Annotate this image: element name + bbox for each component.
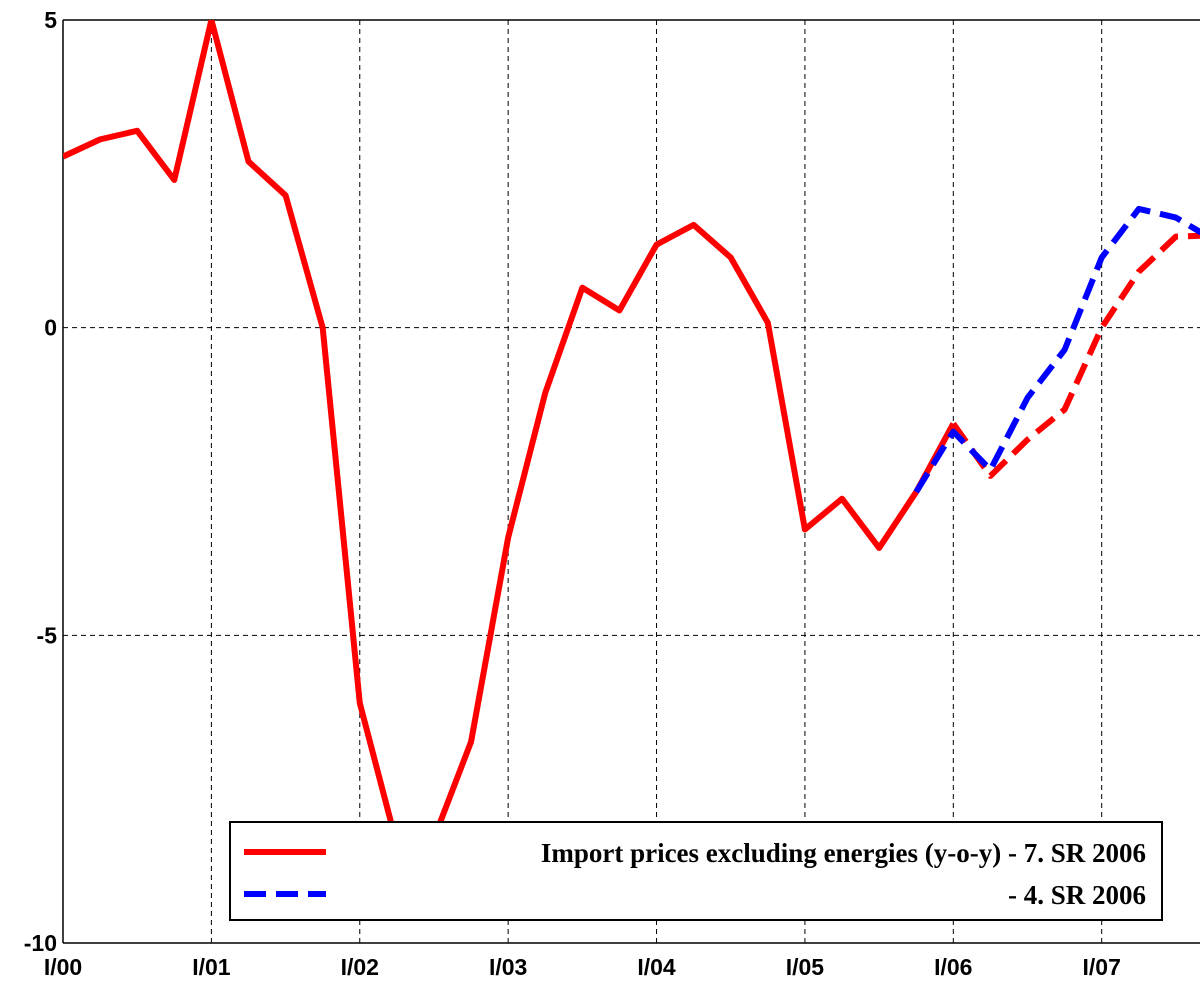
y-tick-label: -5 — [37, 622, 58, 648]
x-tick-label: I/05 — [786, 954, 825, 980]
x-tick-label: I/06 — [934, 954, 972, 980]
x-tick-label: I/07 — [1083, 954, 1121, 980]
x-tick-label: I/02 — [341, 954, 379, 980]
plot — [63, 20, 1200, 848]
y-tick-label: 0 — [44, 315, 57, 341]
y-tick-label: -10 — [24, 930, 57, 956]
series-line — [913, 205, 1200, 494]
ticks: -10 -5 0 5 I/00 I/01 I/02 I/03 I/04 I/05 I/06 I/07 — [24, 7, 1121, 980]
x-tick-label: I/01 — [192, 954, 231, 980]
series-line — [63, 20, 956, 848]
legend-box — [229, 821, 1163, 921]
x-tick-label: I/04 — [637, 954, 676, 980]
legend-label: Import prices excluding energies (y-o-y)… — [541, 838, 1146, 868]
x-tick-label: I/03 — [489, 954, 527, 980]
series-line — [950, 232, 1200, 479]
x-tick-label: I/00 — [44, 954, 82, 980]
legend-label: - 4. SR 2006 — [1008, 880, 1146, 910]
y-tick-label: 5 — [44, 7, 57, 33]
grid — [62, 19, 1200, 944]
legend: Import prices excluding energies (y-o-y)… — [229, 821, 1163, 921]
